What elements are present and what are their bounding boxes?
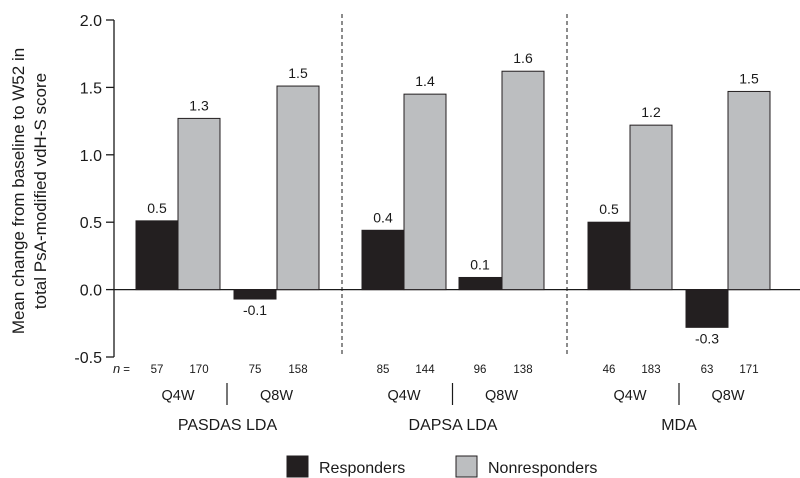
y-axis-title: Mean change from baseline to W52 in tota… bbox=[9, 48, 50, 334]
legend: Responders Nonresponders bbox=[286, 455, 597, 478]
bar-responders bbox=[685, 289, 729, 328]
bar-value-label: 1.5 bbox=[288, 65, 308, 81]
bar-value-labels: 0.5 1.3 -0.1 1.5 0.4 1.4 0.1 1.6 0.5 1.2 -0.3 1.5 bbox=[147, 50, 759, 346]
bar-responders bbox=[458, 276, 502, 291]
y-tick-label: 0.5 bbox=[80, 215, 102, 232]
dosing-label: Q8W bbox=[711, 388, 744, 404]
bar-value-label: 1.5 bbox=[739, 70, 759, 86]
bar-value-label: 0.4 bbox=[373, 209, 393, 225]
sample-size-label: 63 bbox=[701, 364, 714, 376]
dosing-label: Q4W bbox=[387, 388, 420, 404]
bar-value-label: 1.4 bbox=[415, 73, 435, 89]
legend-swatch-nonresponders bbox=[455, 455, 478, 478]
sample-size-label: 170 bbox=[189, 364, 208, 376]
dosing-label: Q8W bbox=[485, 388, 518, 404]
bar-value-label: 0.5 bbox=[599, 201, 619, 217]
legend-swatch-responders bbox=[286, 455, 309, 478]
legend-label: Responders bbox=[319, 460, 405, 477]
dosing-label: Q8W bbox=[260, 388, 293, 404]
bar-nonresponders bbox=[403, 93, 447, 291]
x-axis-categories: Q4W Q8W PASDAS LDA Q4W Q8W DAPSA LDA Q4W Q8W MDA bbox=[161, 383, 745, 434]
sample-size-prefix: n = bbox=[113, 361, 130, 376]
y-axis-title-line-1: Mean change from baseline to W52 in bbox=[9, 48, 28, 334]
bar-responders bbox=[361, 229, 405, 291]
bar-nonresponders bbox=[177, 117, 221, 291]
sample-size-row: 57 170 75 158 85 144 96 138 46 183 63 171 n = bbox=[113, 361, 759, 376]
dosing-label: Q4W bbox=[161, 388, 194, 404]
n-equals: = bbox=[123, 364, 130, 376]
sample-size-label: 85 bbox=[377, 364, 390, 376]
n-symbol: n bbox=[113, 361, 120, 376]
sample-size-label: 158 bbox=[288, 364, 307, 376]
sample-size-label: 171 bbox=[739, 364, 758, 376]
bar-value-label: 1.3 bbox=[189, 97, 209, 113]
y-tick-label: 0.0 bbox=[80, 283, 102, 300]
sample-size-label: 75 bbox=[249, 364, 262, 376]
bar-nonresponders bbox=[501, 70, 545, 291]
sample-size-label: 46 bbox=[603, 364, 616, 376]
legend-label: Nonresponders bbox=[488, 460, 597, 477]
sample-size-label: 144 bbox=[415, 364, 435, 376]
group-label: MDA bbox=[661, 417, 697, 434]
bar-value-label: -0.1 bbox=[243, 302, 267, 318]
y-tick-label: 1.0 bbox=[80, 148, 102, 165]
bars bbox=[135, 70, 771, 328]
group-label: DAPSA LDA bbox=[409, 417, 498, 434]
y-axis-title-line-2: total PsA-modified vdH-S score bbox=[31, 73, 50, 309]
y-tick-label: 2.0 bbox=[80, 13, 102, 30]
sample-size-label: 96 bbox=[474, 364, 487, 376]
sample-size-label: 138 bbox=[513, 364, 532, 376]
bar-value-label: -0.3 bbox=[695, 330, 719, 346]
bar-value-label: 0.5 bbox=[147, 200, 167, 216]
sample-size-label: 57 bbox=[151, 364, 164, 376]
y-tick-label: 1.5 bbox=[80, 80, 102, 97]
bar-value-label: 0.1 bbox=[470, 256, 490, 272]
bar-nonresponders bbox=[276, 85, 320, 291]
bar-nonresponders bbox=[629, 124, 673, 291]
bar-value-label: 1.6 bbox=[513, 50, 533, 66]
sample-size-label: 183 bbox=[641, 364, 660, 376]
bar-nonresponders bbox=[727, 90, 771, 291]
bar-value-label: 1.2 bbox=[641, 104, 661, 120]
dosing-label: Q4W bbox=[613, 388, 646, 404]
bar-responders bbox=[135, 220, 179, 291]
group-separators bbox=[341, 14, 568, 357]
bar-responders bbox=[233, 289, 277, 300]
bar-responders bbox=[587, 221, 631, 291]
group-label: PASDAS LDA bbox=[178, 417, 278, 434]
y-tick-label: -0.5 bbox=[74, 350, 102, 367]
